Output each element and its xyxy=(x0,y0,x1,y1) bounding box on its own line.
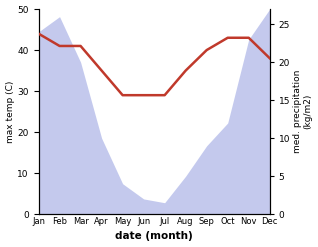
Y-axis label: max temp (C): max temp (C) xyxy=(5,80,15,143)
X-axis label: date (month): date (month) xyxy=(115,231,193,242)
Y-axis label: med. precipitation
(kg/m2): med. precipitation (kg/m2) xyxy=(293,70,313,153)
